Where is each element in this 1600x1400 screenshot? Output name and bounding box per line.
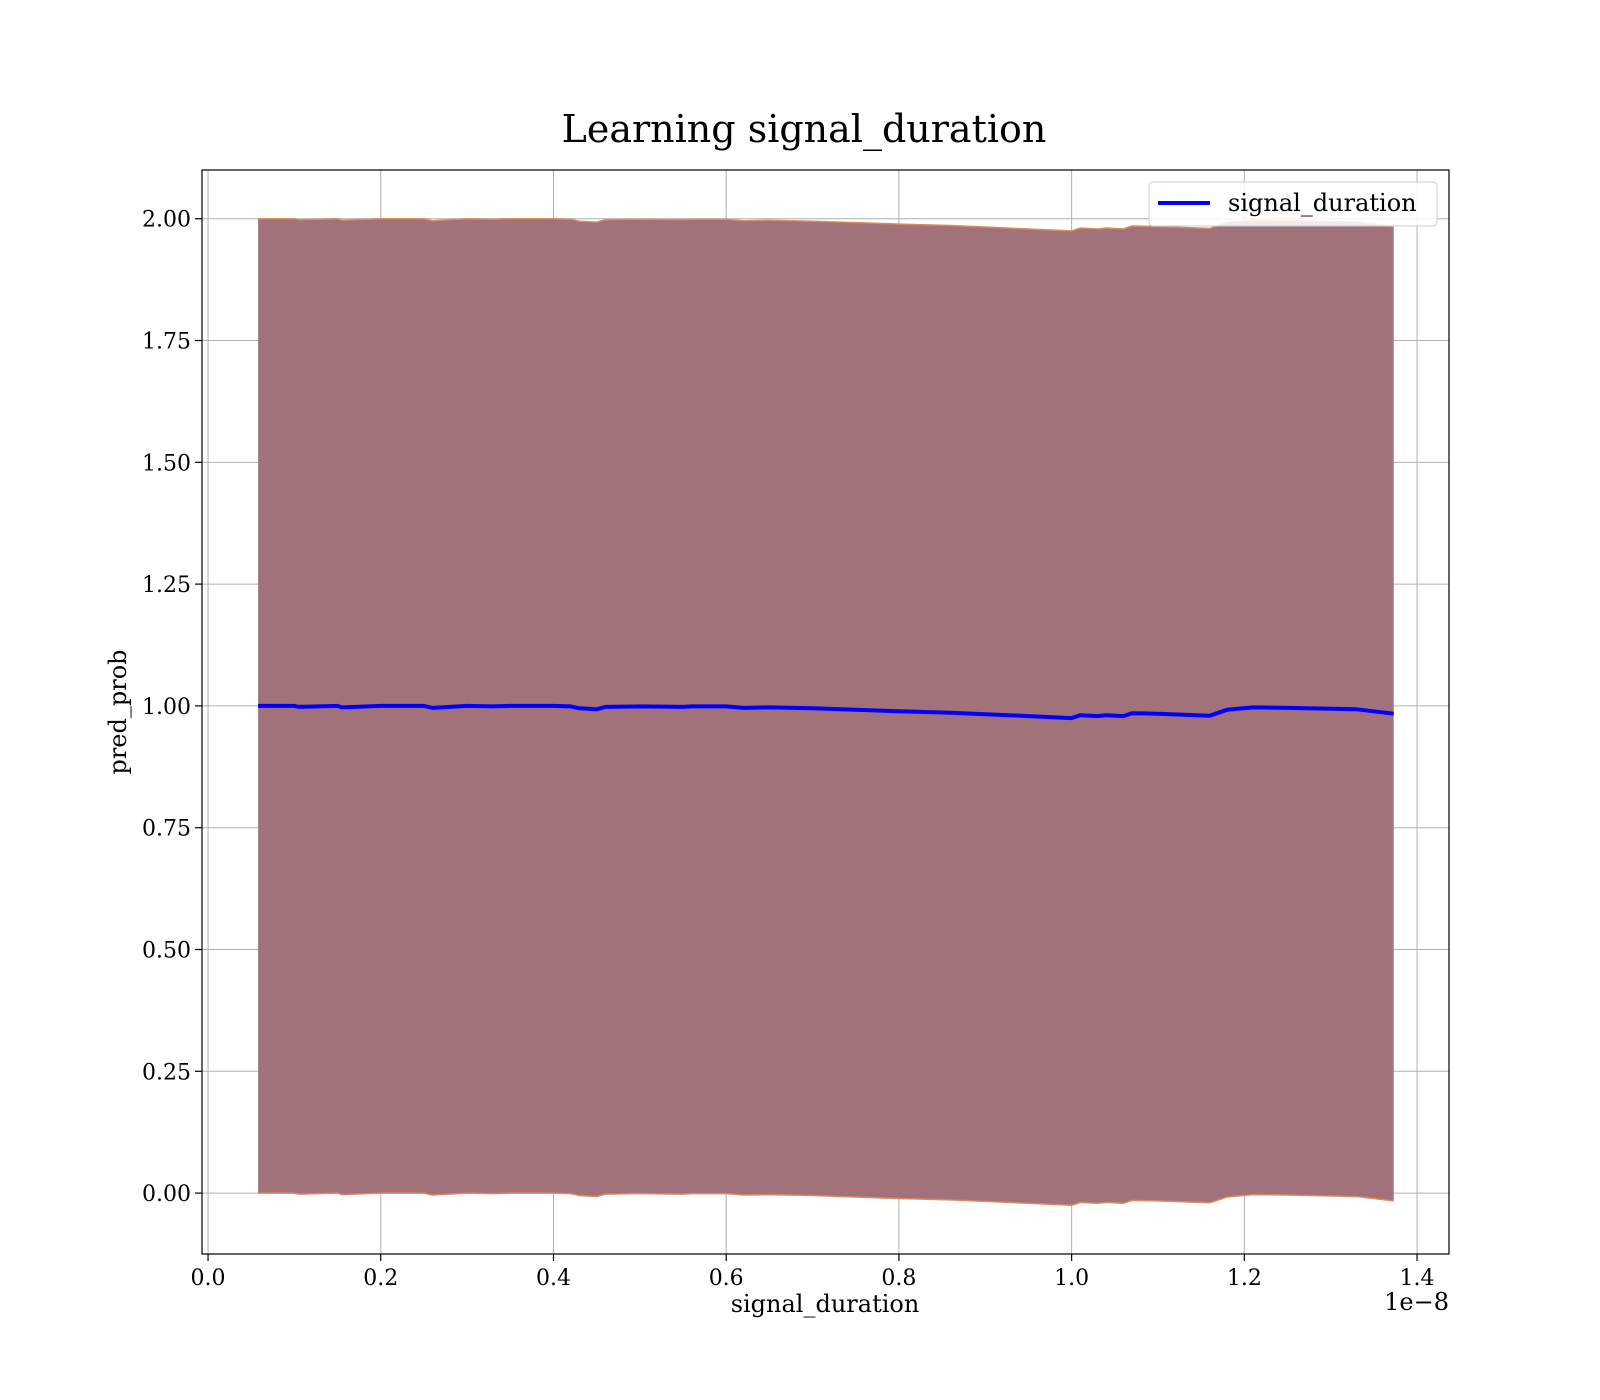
- y-tick-label: 0.50: [142, 939, 191, 964]
- band-upper-edge: [258, 217, 1394, 232]
- series-lines: [258, 703, 1394, 721]
- legend: signal_duration: [1148, 181, 1438, 227]
- legend-box: [1148, 181, 1438, 227]
- x-tick-label: 0.8: [881, 1266, 916, 1291]
- x-tick-label: 1.4: [1400, 1266, 1435, 1291]
- series-line-signal-duration: [258, 703, 1394, 721]
- x-axis-ticks: 0.0 0.2 0.4 0.6 0.8 1.0 1.2 1.4: [191, 1254, 1435, 1291]
- band-area: [258, 218, 1394, 1206]
- y-tick-label: 0.00: [142, 1182, 191, 1207]
- y-tick-label: 0.25: [142, 1060, 191, 1085]
- y-tick-label: 1.50: [142, 451, 191, 476]
- y-tick-label: 1.75: [142, 330, 191, 355]
- x-tick-label: 0.0: [191, 1266, 226, 1291]
- y-tick-label: 1.25: [142, 573, 191, 598]
- legend-label: signal_duration: [1228, 189, 1417, 217]
- confidence-band: [258, 217, 1394, 1207]
- plot-frame: [201, 169, 1450, 1255]
- y-tick-label: 0.75: [142, 817, 191, 842]
- y-axis-label: pred_prob: [104, 649, 132, 774]
- x-tick-label: 1.2: [1227, 1266, 1262, 1291]
- chart-title: Learning signal_duration: [562, 107, 1047, 152]
- y-axis-ticks: 0.00 0.25 0.50 0.75 1.00 1.25 1.50 1.75 2.00: [142, 208, 202, 1207]
- x-tick-label: 1.0: [1054, 1266, 1089, 1291]
- x-axis-label: signal_duration: [731, 1290, 920, 1318]
- y-tick-label: 2.00: [142, 208, 191, 233]
- x-axis-offset-label: 1e−8: [1384, 1288, 1449, 1316]
- x-tick-label: 0.4: [536, 1266, 571, 1291]
- x-tick-label: 0.2: [363, 1266, 398, 1291]
- y-tick-label: 1.00: [142, 695, 191, 720]
- x-tick-label: 0.6: [709, 1266, 744, 1291]
- band-lower-edge: [258, 1192, 1394, 1207]
